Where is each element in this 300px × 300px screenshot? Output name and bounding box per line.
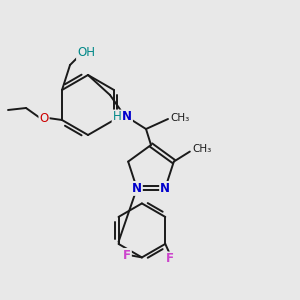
Text: N: N — [132, 182, 142, 195]
Text: N: N — [122, 110, 132, 124]
Text: H: H — [112, 110, 122, 124]
Text: F: F — [123, 249, 131, 262]
Text: OH: OH — [77, 46, 95, 59]
Text: N: N — [160, 182, 170, 195]
Text: CH₃: CH₃ — [170, 113, 189, 123]
Text: O: O — [39, 112, 49, 124]
Text: F: F — [166, 252, 174, 266]
Text: CH₃: CH₃ — [193, 144, 212, 154]
